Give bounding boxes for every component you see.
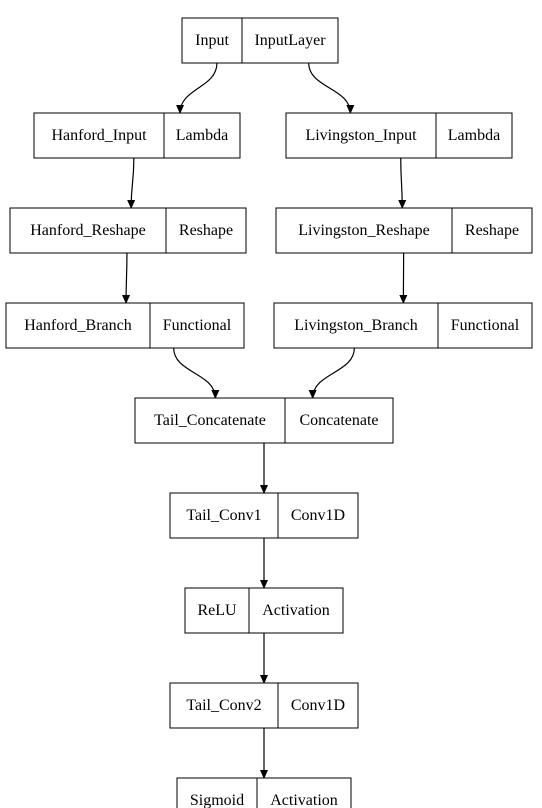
edge-input-to-living_in <box>309 63 351 113</box>
node-hanford_re: Hanford_Reshape Reshape <box>10 208 246 253</box>
node-right-label: Lambda <box>176 127 228 144</box>
node-left-label: Livingston_Branch <box>294 317 418 334</box>
node-right-label: Conv1D <box>291 507 345 524</box>
node-left-label: Hanford_Reshape <box>30 222 146 239</box>
node-relu: ReLU Activation <box>185 588 343 633</box>
node-left-label: Livingston_Input <box>305 127 417 144</box>
node-right-label: Functional <box>163 317 232 334</box>
node-conv2: Tail_Conv2 Conv1D <box>170 683 358 728</box>
node-living_br: Livingston_Branch Functional <box>274 303 532 348</box>
node-left-label: Input <box>195 32 229 49</box>
node-left-label: Hanford_Branch <box>24 317 132 334</box>
node-left-label: Sigmoid <box>190 792 244 808</box>
edge-hanford_in-to-hanford_re <box>131 158 134 208</box>
node-left-label: Tail_Conv1 <box>186 507 261 524</box>
node-sigmoid: Sigmoid Activation <box>177 778 351 808</box>
node-right-label: Concatenate <box>299 412 378 429</box>
node-conv1: Tail_Conv1 Conv1D <box>170 493 358 538</box>
node-right-label: Reshape <box>465 222 519 239</box>
node-concat: Tail_Concatenate Concatenate <box>135 398 393 443</box>
node-right-label: Reshape <box>179 222 233 239</box>
edge-living_in-to-living_re <box>401 158 403 208</box>
node-right-label: InputLayer <box>254 32 326 49</box>
diagram-canvas: InputInputLayerHanford_InputLambdaLiving… <box>0 0 542 808</box>
node-right-label: Conv1D <box>291 697 345 714</box>
node-right-label: Activation <box>262 602 330 619</box>
node-right-label: Activation <box>270 792 338 808</box>
node-living_in: Livingston_Input Lambda <box>286 113 512 158</box>
node-left-label: Tail_Concatenate <box>154 412 266 429</box>
node-right-label: Lambda <box>448 127 500 144</box>
node-living_re: Livingston_Reshape Reshape <box>276 208 532 253</box>
node-right-label: Functional <box>451 317 520 334</box>
node-input: Input InputLayer <box>182 18 338 63</box>
node-left-label: Livingston_Reshape <box>298 222 430 239</box>
edge-input-to-hanford_in <box>180 63 217 113</box>
node-hanford_br: Hanford_Branch Functional <box>6 303 244 348</box>
node-left-label: Tail_Conv2 <box>186 697 261 714</box>
node-left-label: ReLU <box>197 602 237 619</box>
node-left-label: Hanford_Input <box>51 127 147 144</box>
edge-hanford_re-to-hanford_br <box>126 253 127 303</box>
edge-hanford_br-to-concat <box>174 348 216 398</box>
edge-living_br-to-concat <box>313 348 355 398</box>
node-hanford_in: Hanford_Input Lambda <box>34 113 240 158</box>
nodes-layer: InputInputLayerHanford_InputLambdaLiving… <box>6 18 532 808</box>
